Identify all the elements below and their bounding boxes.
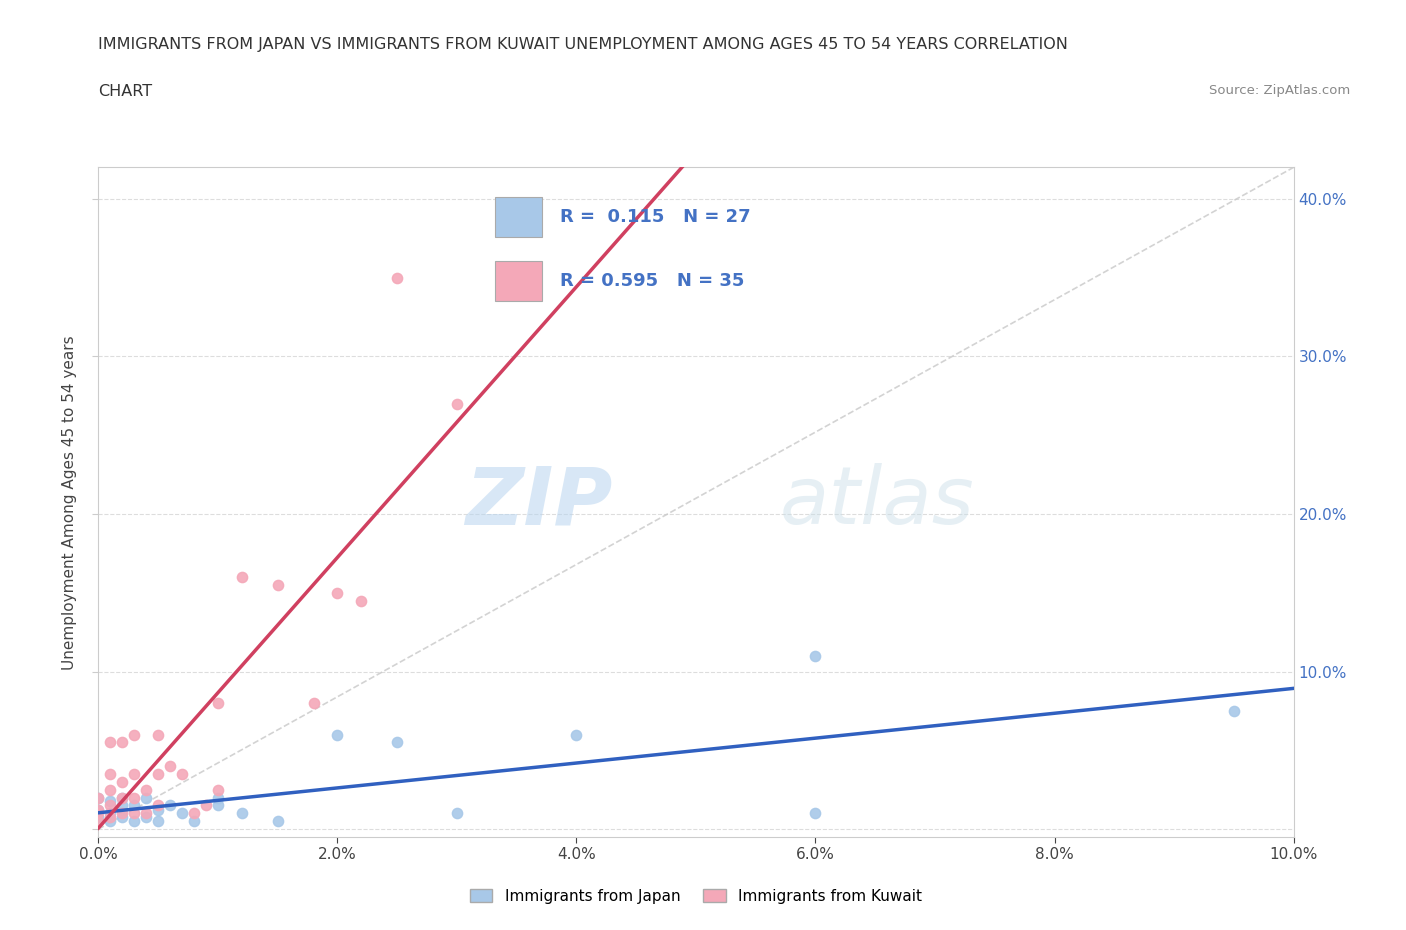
Point [1223,703,1246,718]
Point [385,271,409,286]
Y-axis label: Unemployment Among Ages 45 to 54 years: Unemployment Among Ages 45 to 54 years [62,335,77,670]
Point [124,798,146,813]
Point [326,727,349,742]
Text: IMMIGRANTS FROM JAPAN VS IMMIGRANTS FROM KUWAIT UNEMPLOYMENT AMONG AGES 45 TO 54: IMMIGRANTS FROM JAPAN VS IMMIGRANTS FROM… [98,37,1069,52]
Point [135,809,157,824]
Point [100,766,122,781]
Point [135,782,157,797]
Point [207,790,229,805]
Point [87,803,110,817]
Point [100,806,122,821]
Point [100,798,122,813]
Point [100,793,122,808]
Point [87,803,110,817]
Point [159,798,181,813]
Point [231,806,253,821]
Point [87,806,110,821]
Point [385,735,409,750]
Point [207,798,229,813]
Point [148,814,170,829]
Text: Source: ZipAtlas.com: Source: ZipAtlas.com [1209,84,1350,97]
Point [111,775,134,790]
Point [87,809,110,824]
Point [111,809,134,824]
Text: CHART: CHART [98,84,152,99]
Point [148,766,170,781]
Point [124,814,146,829]
Point [111,806,134,821]
Point [87,814,110,829]
Point [326,585,349,600]
Point [124,790,146,805]
Point [148,798,170,813]
Point [804,806,827,821]
Point [231,569,253,584]
Point [148,727,170,742]
Point [267,578,290,592]
Point [195,798,218,813]
Point [302,696,325,711]
Point [100,735,122,750]
Point [565,727,588,742]
Text: ZIP: ZIP [465,463,613,541]
Point [100,782,122,797]
Point [87,790,110,805]
Point [148,803,170,817]
Point [111,735,134,750]
Point [350,593,373,608]
Point [267,814,290,829]
Point [135,806,157,821]
Point [100,814,122,829]
Point [124,766,146,781]
Point [100,809,122,824]
Point [207,782,229,797]
Point [124,806,146,821]
Point [183,806,205,821]
Legend: Immigrants from Japan, Immigrants from Kuwait: Immigrants from Japan, Immigrants from K… [464,883,928,910]
Point [159,759,181,774]
Point [804,648,827,663]
Point [207,696,229,711]
Point [446,396,468,411]
Point [183,814,205,829]
Point [111,790,134,805]
Point [111,790,134,805]
Point [172,766,194,781]
Point [111,798,134,813]
Point [124,727,146,742]
Text: atlas: atlas [779,463,974,541]
Point [87,790,110,805]
Point [446,806,468,821]
Point [172,806,194,821]
Point [135,790,157,805]
